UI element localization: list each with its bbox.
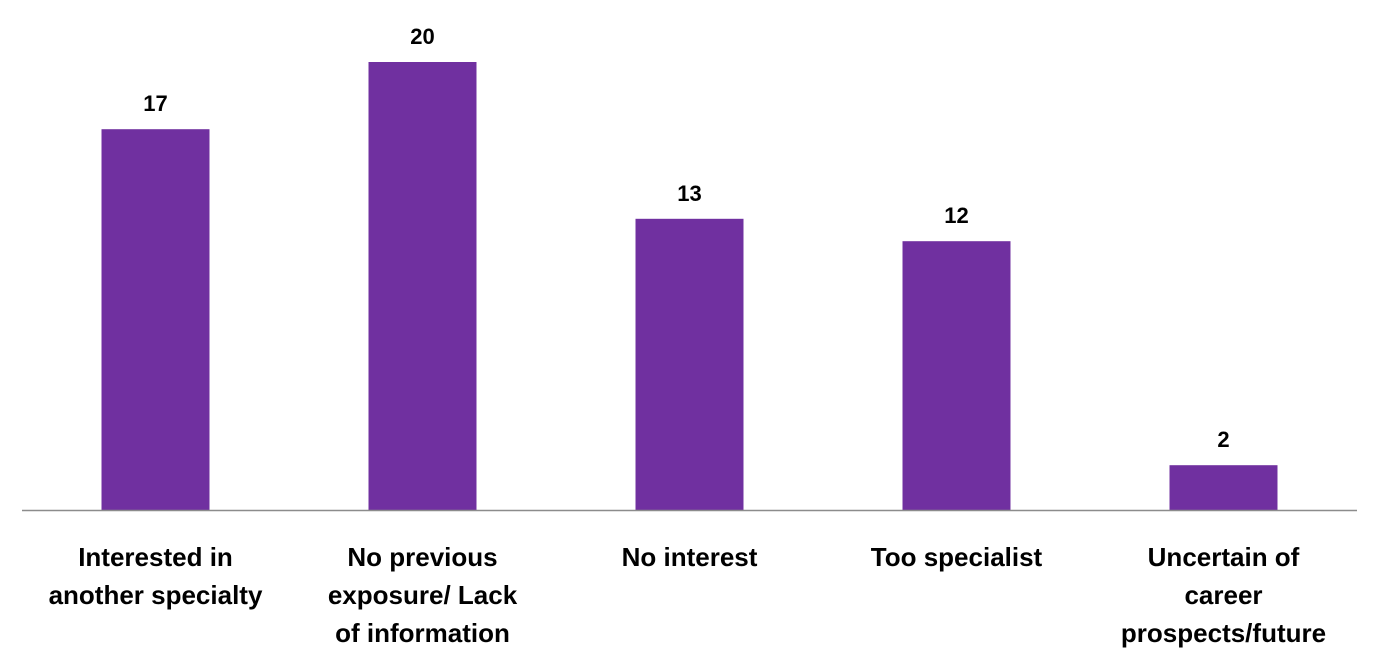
category-label-line: Interested in bbox=[78, 542, 233, 572]
category-label-line: Uncertain of bbox=[1148, 542, 1300, 572]
category-label-line: Too specialist bbox=[871, 542, 1043, 572]
category-labels-group: Interested in another specialty No previou… bbox=[49, 542, 1327, 648]
value-labels-group: 17 20 13 12 2 bbox=[143, 24, 1229, 452]
category-label-no-previous-exposure: No previous exposure/ Lack of information bbox=[328, 542, 518, 648]
category-label-line: exposure/ Lack bbox=[328, 580, 518, 610]
bar-too-specialist bbox=[902, 241, 1011, 510]
value-label-uncertain-of-career-prospects: 2 bbox=[1217, 427, 1229, 452]
bar-interested-in-another-specialty bbox=[101, 129, 210, 510]
value-label-no-interest: 13 bbox=[677, 181, 701, 206]
category-label-interested-in-another-specialty: Interested in another specialty bbox=[49, 542, 263, 610]
bar-uncertain-of-career-prospects bbox=[1169, 465, 1278, 510]
bars-group bbox=[101, 62, 1278, 511]
bar-no-previous-exposure bbox=[368, 62, 477, 510]
category-label-no-interest: No interest bbox=[622, 542, 758, 572]
category-label-line: No interest bbox=[622, 542, 758, 572]
value-label-too-specialist: 12 bbox=[944, 203, 968, 228]
bar-no-interest bbox=[635, 218, 744, 511]
value-label-no-previous-exposure: 20 bbox=[410, 24, 434, 49]
value-label-interested-in-another-specialty: 17 bbox=[143, 91, 167, 116]
category-label-uncertain-of-career-prospects: Uncertain of career prospects/future bbox=[1121, 542, 1326, 648]
category-label-line: another specialty bbox=[49, 580, 263, 610]
category-label-too-specialist: Too specialist bbox=[871, 542, 1043, 572]
category-label-line: prospects/future bbox=[1121, 618, 1326, 648]
category-label-line: No previous bbox=[347, 542, 497, 572]
category-label-line: career bbox=[1184, 580, 1262, 610]
category-label-line: of information bbox=[335, 618, 510, 648]
